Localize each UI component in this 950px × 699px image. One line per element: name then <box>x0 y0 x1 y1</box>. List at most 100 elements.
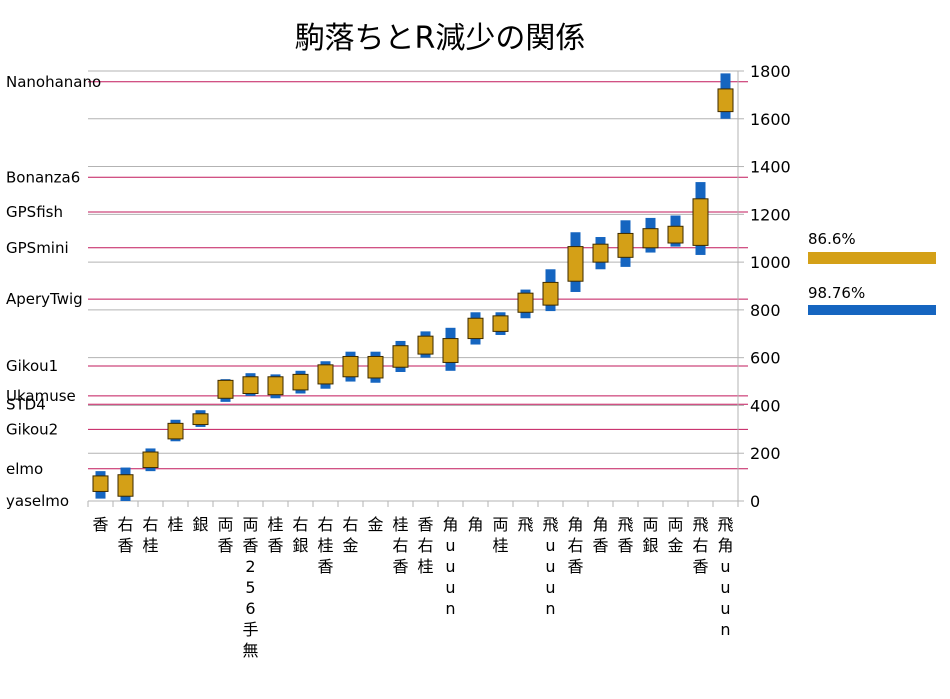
bar-86-6 <box>692 198 709 246</box>
bar-86-6 <box>317 364 334 385</box>
y-tick-label: 600 <box>750 349 781 368</box>
reference-label: Bonanza6 <box>6 168 80 186</box>
category-label-char: 飛 <box>617 515 633 534</box>
category-label-char: 香 <box>117 536 133 555</box>
category-label-char: 香 <box>417 515 433 534</box>
category-label-char: 角 <box>567 515 583 534</box>
category-label-char: u <box>720 599 730 618</box>
category-label-char: 香 <box>242 536 258 555</box>
category-label-char: 銀 <box>642 536 658 555</box>
reference-label: Gikou1 <box>6 357 58 375</box>
category-label-char: 桂 <box>492 536 508 555</box>
bar-86-6 <box>417 335 434 355</box>
category-label-char: 銀 <box>292 536 308 555</box>
category-label-char: 両 <box>492 515 508 534</box>
category-label-char: 右 <box>292 515 308 534</box>
category-label-char: 香 <box>217 536 233 555</box>
category-label-char: 角 <box>717 536 733 555</box>
y-tick-label: 1400 <box>750 158 791 177</box>
category-label-char: 桂 <box>267 515 283 534</box>
bar-86-6 <box>517 292 534 313</box>
reference-label: Gikou2 <box>6 420 58 438</box>
legend-swatch-86-6 <box>808 252 936 264</box>
y-tick-label: 1600 <box>750 110 791 129</box>
category-label-char: n <box>445 599 455 618</box>
category-label-char: 桂 <box>417 557 433 576</box>
category-label-char: 無 <box>242 641 258 660</box>
category-label-char: u <box>720 557 730 576</box>
reference-label: Nanohanano <box>6 73 101 91</box>
bar-86-6 <box>642 228 659 249</box>
reference-label: Ukamuse <box>6 387 76 405</box>
bar-86-6 <box>492 315 509 332</box>
bar-86-6 <box>267 376 284 396</box>
bar-86-6 <box>192 413 209 426</box>
bar-86-6 <box>92 475 109 492</box>
category-label-char: 角 <box>592 515 608 534</box>
category-label-char: 桂 <box>142 536 158 555</box>
category-label-char: u <box>445 536 455 555</box>
category-label-char: u <box>445 557 455 576</box>
category-label-char: u <box>545 557 555 576</box>
bar-86-6 <box>367 355 384 379</box>
category-label-char: 香 <box>592 536 608 555</box>
category-label-char: 角 <box>442 515 458 534</box>
category-label-char: 桂 <box>392 515 408 534</box>
category-label-char: u <box>445 578 455 597</box>
category-label-char: 角 <box>467 515 483 534</box>
category-label-char: 飛 <box>692 515 708 534</box>
category-label-char: 飛 <box>517 515 533 534</box>
category-label-char: 金 <box>342 536 358 555</box>
category-label-char: 香 <box>392 557 408 576</box>
category-label-char: 香 <box>317 557 333 576</box>
reference-label: STD4 <box>6 395 46 413</box>
bar-86-6 <box>592 243 609 263</box>
legend-swatch-98-76 <box>808 305 936 315</box>
category-label-char: 6 <box>245 599 255 618</box>
y-tick-label: 800 <box>750 301 781 320</box>
legend-label-98-76: 98.76% <box>808 284 865 302</box>
bar-86-6 <box>217 379 234 399</box>
category-label-char: 5 <box>245 578 255 597</box>
reference-label: AperyTwig <box>6 290 83 308</box>
category-label-char: 右 <box>117 515 133 534</box>
category-label-char: 右 <box>392 536 408 555</box>
reference-label: GPSfish <box>6 203 63 221</box>
category-label-char: 桂 <box>167 515 183 534</box>
chart-title: 駒落ちとR減少の関係 <box>295 21 586 56</box>
category-label-char: 右 <box>342 515 358 534</box>
bar-86-6 <box>142 451 159 469</box>
bar-86-6 <box>242 376 259 394</box>
category-label-char: u <box>545 536 555 555</box>
category-label-char: 両 <box>217 515 233 534</box>
reference-label: GPSmini <box>6 239 69 257</box>
reference-label: yaselmo <box>6 492 69 510</box>
category-label-char: 手 <box>242 620 258 639</box>
category-label-char: n <box>545 599 555 618</box>
y-tick-label: 1000 <box>750 253 791 272</box>
category-label-char: 香 <box>617 536 633 555</box>
bar-86-6 <box>717 88 734 113</box>
category-label-char: 桂 <box>317 536 333 555</box>
category-label-char: 銀 <box>192 515 208 534</box>
category-label-char: 2 <box>245 557 255 576</box>
category-label-char: 両 <box>242 515 258 534</box>
reference-label: elmo <box>6 460 43 478</box>
bar-86-6 <box>117 474 134 497</box>
category-label-char: 飛 <box>717 515 733 534</box>
category-label-char: n <box>720 620 730 639</box>
category-label-char: 右 <box>317 515 333 534</box>
y-tick-label: 400 <box>750 396 781 415</box>
bar-86-6 <box>467 317 484 340</box>
category-label-char: 右 <box>567 536 583 555</box>
bar-86-6 <box>542 281 559 306</box>
category-label-char: 金 <box>367 515 383 534</box>
category-label-char: 香 <box>92 515 108 534</box>
category-label-char: u <box>545 578 555 597</box>
legend-label-86-6: 86.6% <box>808 230 856 248</box>
bar-86-6 <box>392 345 409 368</box>
category-label-char: u <box>720 578 730 597</box>
y-tick-label: 200 <box>750 444 781 463</box>
bar-86-6 <box>667 225 684 244</box>
